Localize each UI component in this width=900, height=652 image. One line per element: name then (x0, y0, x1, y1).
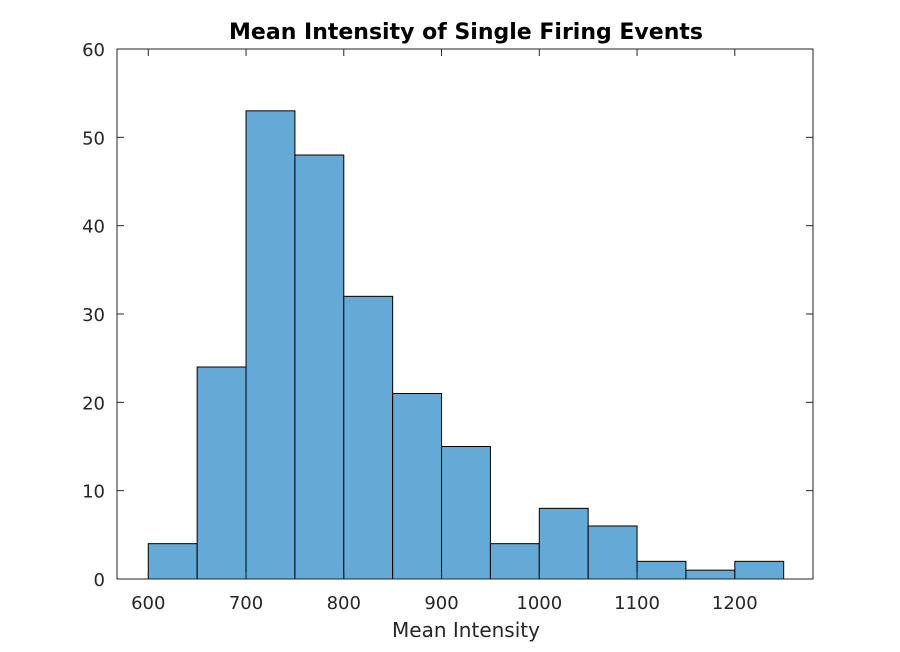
x-tick-label-0: 600 (131, 593, 165, 614)
y-tick-label-3: 30 (82, 305, 105, 326)
x-tick-label-3: 900 (424, 593, 458, 614)
histogram-bar-3 (294, 154, 345, 580)
x-tick-label-2: 800 (327, 593, 361, 614)
y-tick-label-4: 40 (82, 217, 105, 238)
x-tick-label-6: 1200 (712, 593, 758, 614)
y-tick-label-6: 60 (82, 40, 105, 61)
x-tick-label-1: 700 (229, 593, 263, 614)
x-tick-label-5: 1100 (614, 593, 660, 614)
x-tick-label-4: 1000 (516, 593, 562, 614)
histogram-bar-11 (685, 569, 736, 580)
y-tick-label-5: 50 (82, 128, 105, 149)
histogram-bar-12 (734, 560, 785, 580)
histogram-bar-0 (147, 543, 198, 580)
histogram-bar-7 (489, 543, 540, 580)
histogram-bar-4 (343, 295, 394, 580)
chart-title: Mean Intensity of Single Firing Events (229, 20, 703, 45)
histogram-bar-1 (196, 366, 247, 580)
y-tick-label-2: 20 (82, 393, 105, 414)
tick-labels-group: 600 700 800 900 1000 1100 1200 0 10 20 30 40 50 60 (82, 40, 758, 614)
histogram-bar-8 (538, 507, 589, 580)
ticks-group (117, 48, 813, 580)
y-tick-label-1: 10 (82, 482, 105, 503)
histogram-bar-2 (245, 110, 296, 580)
bars-group (147, 110, 785, 580)
histogram-bar-10 (636, 560, 687, 580)
x-axis-label: Mean Intensity (392, 618, 540, 642)
y-tick-label-0: 0 (94, 570, 105, 591)
histogram-bar-5 (392, 393, 443, 580)
histogram-bar-6 (441, 446, 491, 580)
histogram-bar-9 (587, 525, 638, 580)
